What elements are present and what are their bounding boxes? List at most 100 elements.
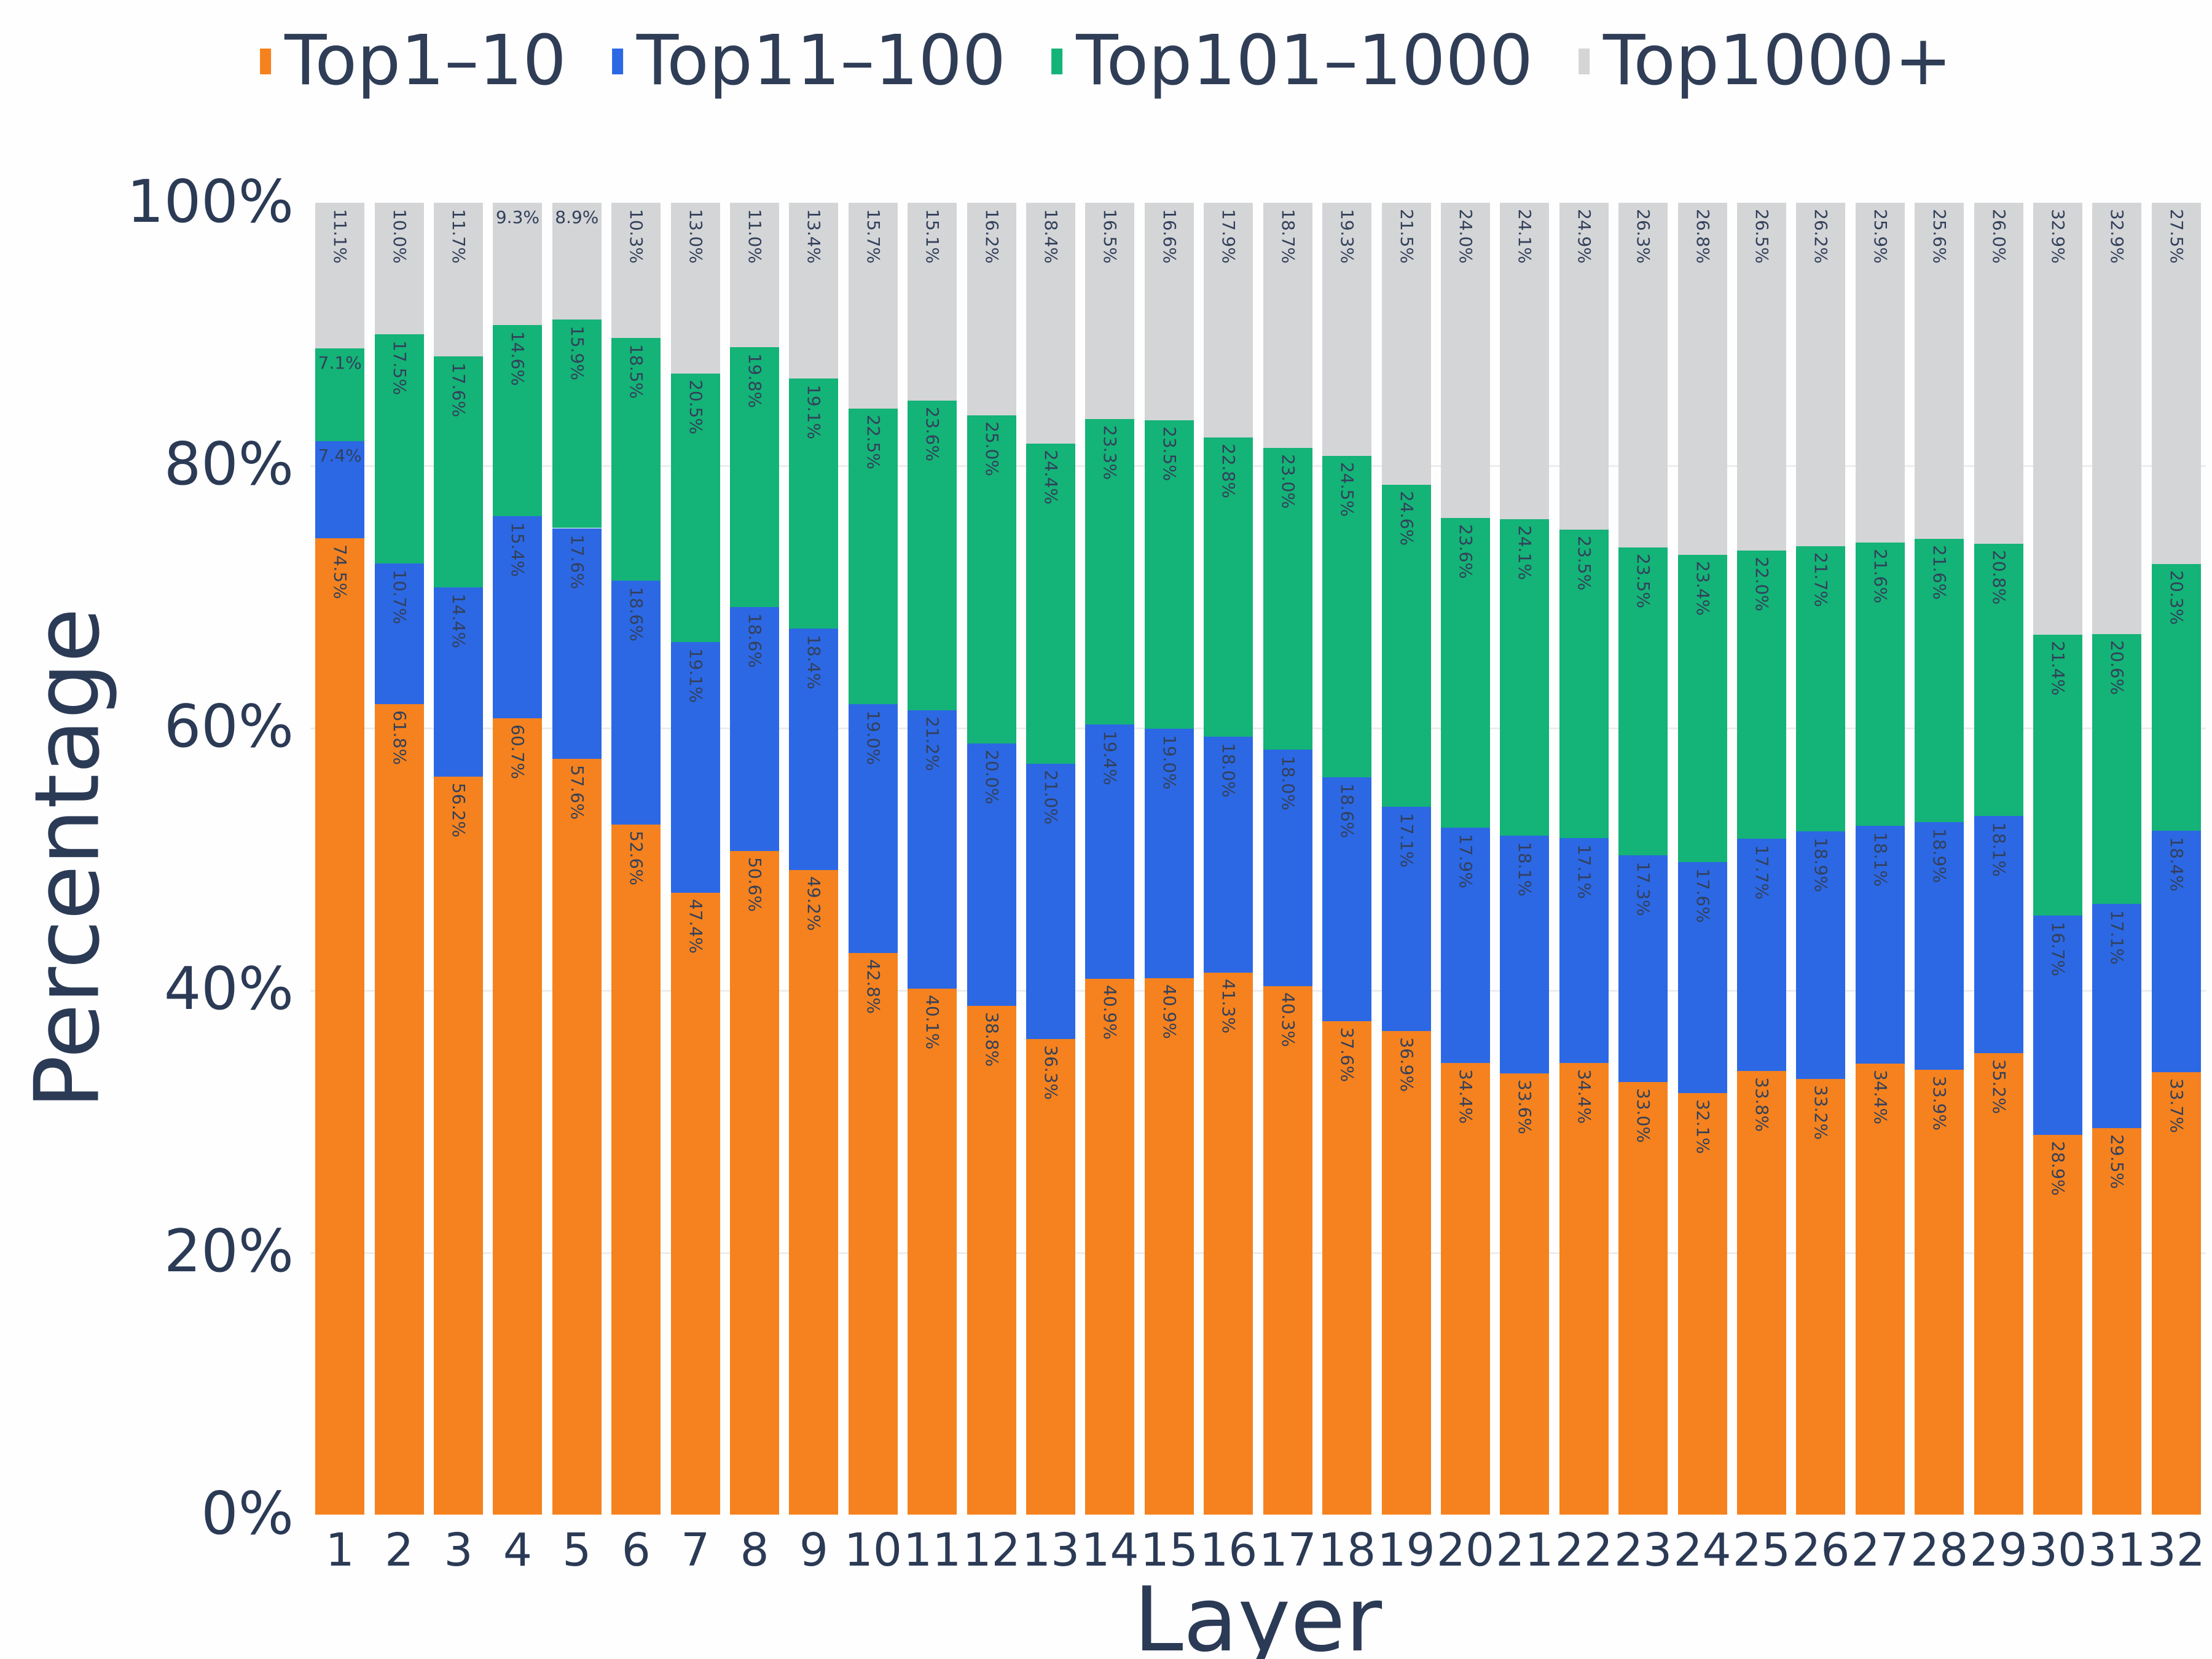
bar-segment-layer11-top1000-: 15.1%: [908, 203, 957, 401]
bar-segment-label: 40.3%: [1277, 992, 1298, 1047]
bar-segment-label: 32.9%: [2047, 209, 2068, 264]
x-tick-18: 18: [1318, 1524, 1376, 1577]
bar-segment-label: 56.2%: [449, 782, 469, 837]
bar-segment-label: 16.7%: [2047, 922, 2068, 977]
bar-segment-layer5-top1-10: 57.6%: [552, 759, 602, 1515]
bar-segment-layer3-top1-10: 56.2%: [434, 776, 484, 1515]
bar-segment-label: 8.9%: [555, 207, 599, 228]
bar-segment-label: 11.1%: [330, 209, 351, 264]
bar-segment-layer9-top1000-: 13.4%: [789, 203, 839, 378]
bar-segment-label: 41.3%: [1218, 979, 1239, 1034]
legend-item-top1000-[interactable]: Top1000+: [1579, 23, 1952, 99]
bar-segment-layer18-top1000-: 19.3%: [1322, 203, 1372, 457]
bar-segment-layer9-top101-1000: 19.1%: [789, 378, 839, 629]
bar-segment-layer22-top11-100: 17.1%: [1559, 838, 1609, 1063]
bar-segment-layer14-top11-100: 19.4%: [1085, 724, 1135, 979]
bar-segment-label: 25.6%: [1929, 209, 1950, 264]
bar-segment-layer15-top11-100: 19.0%: [1144, 729, 1194, 978]
bar-segment-label: 17.5%: [389, 340, 410, 395]
x-tick-20: 20: [1436, 1524, 1494, 1577]
bar-segment-layer26-top1000-: 26.2%: [1796, 203, 1846, 547]
legend-item-top1-10[interactable]: Top1–10: [260, 23, 567, 99]
bar-segment-layer25-top1000-: 26.5%: [1736, 203, 1786, 551]
bar-segment-label: 37.6%: [1337, 1027, 1358, 1083]
bar-segment-label: 17.6%: [1692, 868, 1713, 923]
bar-segment-label: 19.3%: [1337, 209, 1358, 264]
bar-segment-layer4-top1-10: 60.7%: [493, 718, 543, 1515]
bar-segment-layer28-top1-10: 33.9%: [1915, 1070, 1964, 1515]
bar-segment-label: 24.4%: [1041, 450, 1062, 505]
bar-segment-label: 25.0%: [981, 421, 1002, 476]
bar-segment-layer24-top101-1000: 23.4%: [1677, 554, 1727, 862]
x-tick-1: 1: [325, 1524, 355, 1577]
bar-segment-layer12-top11-100: 20.0%: [967, 743, 1016, 1006]
bar-segment-layer11-top11-100: 21.2%: [908, 710, 957, 989]
bar-segment-layer31-top1-10: 29.5%: [2092, 1128, 2142, 1515]
bar-segment-layer21-top1000-: 24.1%: [1500, 203, 1550, 520]
x-tick-21: 21: [1496, 1524, 1554, 1577]
x-tick-9: 9: [799, 1524, 828, 1577]
bar-segment-label: 24.9%: [1574, 209, 1594, 264]
bar-segment-layer14-top1000-: 16.5%: [1085, 203, 1135, 419]
bar-segment-layer13-top11-100: 21.0%: [1026, 763, 1076, 1039]
bar-segment-label: 21.2%: [922, 716, 943, 772]
bar-segment-layer30-top1-10: 28.9%: [2033, 1135, 2082, 1515]
bar-segment-label: 18.6%: [745, 613, 766, 668]
bar-segment-layer22-top101-1000: 23.5%: [1559, 530, 1609, 839]
bar-segment-label: 10.0%: [389, 209, 410, 264]
bar-segment-label: 34.4%: [1455, 1069, 1476, 1124]
bar-segment-label: 33.6%: [1515, 1079, 1535, 1134]
bar-segment-layer13-top101-1000: 24.4%: [1026, 444, 1076, 764]
bar-segment-label: 18.5%: [626, 343, 647, 399]
bar-segment-layer17-top101-1000: 23.0%: [1263, 448, 1312, 750]
bar-segment-layer13-top1000-: 18.4%: [1026, 203, 1076, 444]
bar-segment-label: 22.8%: [1218, 444, 1239, 499]
bar-segment-layer10-top11-100: 19.0%: [848, 704, 898, 954]
bar-segment-label: 17.3%: [1633, 861, 1654, 917]
bar-segment-layer16-top101-1000: 22.8%: [1204, 437, 1253, 737]
bar-segment-label: 21.5%: [1396, 209, 1417, 264]
bar-segment-layer30-top11-100: 16.7%: [2033, 916, 2082, 1135]
bar-segment-layer29-top1000-: 26.0%: [1974, 203, 2023, 544]
bar-segment-label: 17.1%: [2107, 910, 2128, 965]
x-tick-24: 24: [1673, 1524, 1732, 1577]
bar-segment-label: 15.9%: [567, 326, 587, 380]
bar-segment-layer16-top1000-: 17.9%: [1204, 203, 1253, 438]
legend-item-top101-1000[interactable]: Top101–1000: [1051, 23, 1533, 99]
bar-segment-layer3-top101-1000: 17.6%: [434, 356, 484, 588]
bar-segment-layer6-top1000-: 10.3%: [611, 203, 661, 338]
bar-segment-layer23-top1000-: 26.3%: [1618, 203, 1668, 547]
bar-segment-layer2-top1000-: 10.0%: [374, 203, 424, 334]
bar-segment-label: 29.5%: [2107, 1134, 2128, 1189]
bar-segment-layer28-top1000-: 25.6%: [1915, 203, 1964, 539]
bar-segment-layer3-top1000-: 11.7%: [434, 203, 484, 357]
bar-segment-layer24-top1000-: 26.8%: [1677, 203, 1727, 555]
bar-segment-layer7-top1000-: 13.0%: [670, 203, 720, 374]
bar-segment-label: 26.8%: [1692, 209, 1713, 264]
bar-segment-layer21-top101-1000: 24.1%: [1500, 519, 1550, 836]
bar-segment-label: 18.6%: [1337, 783, 1358, 839]
bar-segment-label: 11.7%: [449, 209, 469, 264]
bar-segment-label: 19.1%: [685, 648, 706, 704]
bar-segment-label: 18.4%: [1041, 209, 1062, 264]
x-tick-11: 11: [903, 1524, 962, 1577]
bar-segment-label: 52.6%: [626, 831, 647, 885]
bar-segment-label: 20.0%: [981, 749, 1002, 804]
y-tick-60: 60%: [163, 693, 294, 761]
x-tick-7: 7: [681, 1524, 710, 1577]
bar-segment-layer28-top11-100: 18.9%: [1915, 822, 1964, 1070]
x-tick-32: 32: [2147, 1524, 2205, 1577]
bar-segment-label: 9.3%: [495, 207, 539, 228]
bar-segment-label: 18.0%: [1218, 742, 1239, 798]
y-axis-title: Percentage: [15, 608, 120, 1109]
y-tick-100: 100%: [127, 168, 294, 236]
bar-segment-layer27-top101-1000: 21.6%: [1855, 542, 1905, 826]
bar-segment-label: 18.9%: [1811, 837, 1832, 892]
bar-segment-label: 14.6%: [508, 331, 528, 386]
bar-segment-label: 7.4%: [318, 445, 362, 466]
x-tick-10: 10: [844, 1524, 902, 1577]
bar-segment-layer12-top101-1000: 25.0%: [967, 415, 1016, 743]
bar-segment-layer24-top1-10: 32.1%: [1677, 1092, 1727, 1515]
legend-item-top11-100[interactable]: Top11–100: [611, 23, 1006, 99]
